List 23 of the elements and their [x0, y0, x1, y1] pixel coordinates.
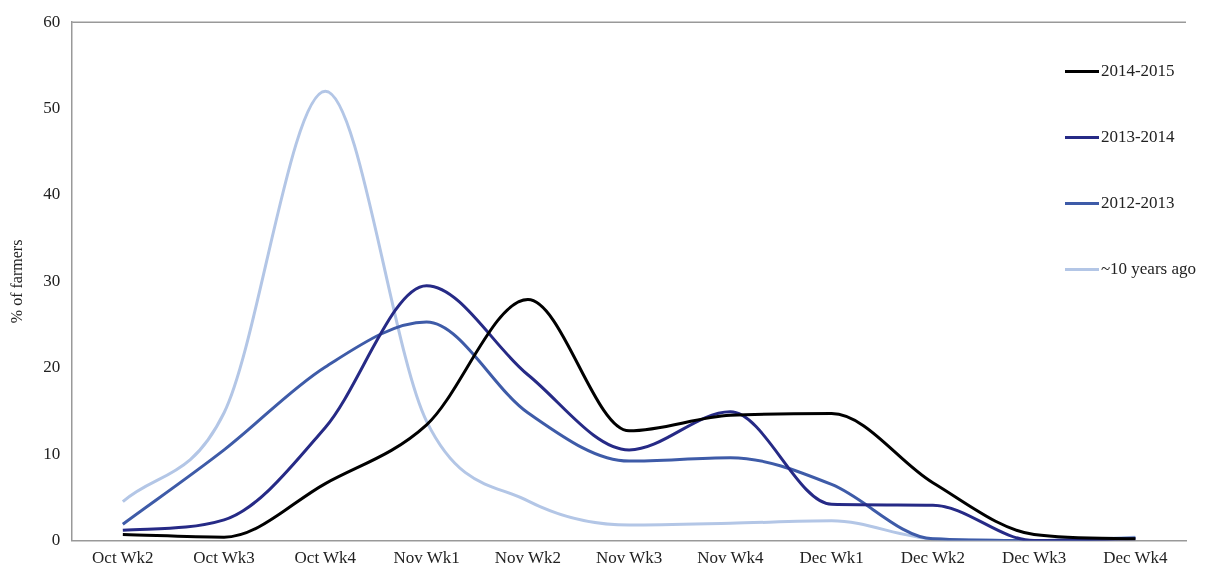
x-tick-label: Nov Wk2	[494, 548, 561, 568]
legend-label: ~10 years ago	[1100, 259, 1196, 279]
y-tick-label: 50	[43, 98, 61, 118]
x-tick-label: Dec Wk4	[1103, 548, 1169, 568]
y-tick-label: 30	[43, 270, 61, 290]
y-tick-label: 10	[43, 443, 61, 463]
legend-label: 2012-2013	[1100, 193, 1175, 213]
legend-label: 2013-2014	[1100, 127, 1175, 147]
x-tick-label: Oct Wk2	[92, 548, 154, 568]
y-tick-label: 60	[43, 11, 61, 31]
x-tick-label: Dec Wk1	[799, 548, 864, 568]
x-tick-label: Nov Wk4	[697, 548, 764, 568]
y-tick-label: 40	[43, 184, 61, 204]
x-tick-label: Dec Wk3	[1001, 548, 1067, 568]
x-tick-label: Oct Wk3	[193, 548, 255, 568]
x-tick-label: Nov Wk1	[393, 548, 460, 568]
x-tick-label: Dec Wk2	[900, 548, 966, 568]
y-tick-label: 20	[43, 357, 61, 377]
y-tick-label: 0	[51, 530, 61, 550]
x-tick-label: Nov Wk3	[595, 548, 663, 568]
legend-label: 2014-2015	[1100, 61, 1175, 81]
y-axis-title: % of farmers	[7, 239, 25, 324]
x-tick-label: Oct Wk4	[294, 548, 357, 568]
